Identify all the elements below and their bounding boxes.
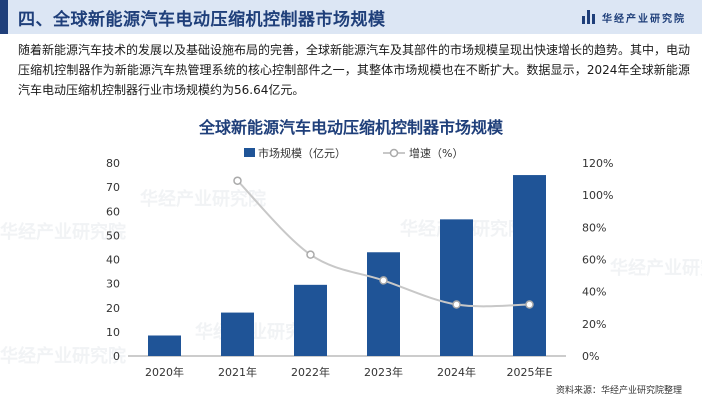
y2-tick-label: 120% bbox=[582, 157, 613, 170]
x-tick-label: 2021年 bbox=[218, 365, 257, 379]
legend-bar-swatch bbox=[244, 148, 255, 157]
section-title: 四、全球新能源汽车电动压缩机控制器市场规模 bbox=[18, 10, 386, 30]
growth-point bbox=[233, 176, 242, 185]
y-tick-label: 70 bbox=[106, 181, 120, 194]
x-tick-label: 2020年 bbox=[145, 365, 184, 379]
y-tick-label: 60 bbox=[106, 205, 120, 218]
x-tick-label: 2025年E bbox=[507, 365, 553, 379]
y2-tick-label: 100% bbox=[582, 189, 613, 202]
y-tick-label: 0 bbox=[113, 350, 120, 363]
bar bbox=[221, 312, 254, 356]
brand-logo-icon bbox=[582, 10, 596, 24]
bar bbox=[513, 175, 546, 356]
y-tick-label: 10 bbox=[106, 326, 120, 339]
y2-tick-label: 20% bbox=[582, 318, 606, 331]
y-tick-label: 80 bbox=[106, 157, 120, 170]
growth-point bbox=[452, 300, 461, 309]
header-accent-bar bbox=[0, 0, 8, 34]
x-tick-label: 2024年 bbox=[437, 365, 476, 379]
y-tick-label: 20 bbox=[106, 302, 120, 315]
growth-point bbox=[525, 300, 534, 309]
legend-bar-label: 市场规模（亿元） bbox=[258, 146, 346, 160]
bar bbox=[440, 219, 473, 356]
y2-tick-label: 80% bbox=[582, 221, 606, 234]
x-tick-label: 2023年 bbox=[364, 365, 403, 379]
bar bbox=[367, 252, 400, 356]
y-tick-label: 40 bbox=[106, 254, 120, 267]
x-tick-label: 2022年 bbox=[291, 365, 330, 379]
y-tick-label: 50 bbox=[106, 229, 120, 242]
y2-tick-label: 40% bbox=[582, 286, 606, 299]
growth-point bbox=[306, 250, 315, 259]
intro-paragraph: 随着新能源汽车技术的发展以及基础设施布局的完善，全球新能源汽车及其部件的市场规模… bbox=[18, 43, 691, 97]
brand: 华经产业研究院 bbox=[582, 9, 686, 25]
brand-name: 华经产业研究院 bbox=[602, 13, 686, 25]
growth-point bbox=[379, 276, 388, 285]
legend-line-label: 增速（%） bbox=[409, 146, 463, 160]
y2-tick-label: 0% bbox=[582, 350, 599, 363]
source-note: 资料来源：华经产业研究院整理 bbox=[555, 386, 682, 396]
y-tick-label: 30 bbox=[106, 278, 120, 291]
legend-line-marker bbox=[389, 148, 399, 158]
bar bbox=[294, 284, 327, 356]
y2-tick-label: 60% bbox=[582, 254, 606, 267]
section-header: 四、全球新能源汽车电动压缩机控制器市场规模 华经产业研究院 bbox=[0, 0, 702, 34]
chart-title: 全球新能源汽车电动压缩机控制器市场规模 bbox=[198, 118, 503, 137]
bar bbox=[148, 335, 181, 356]
